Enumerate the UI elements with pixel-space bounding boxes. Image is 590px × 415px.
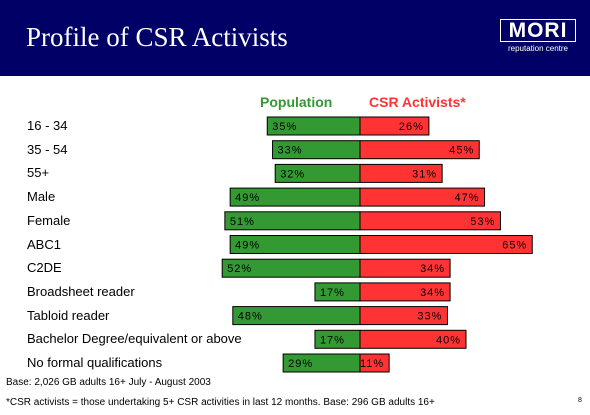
mori-logo: MORI reputation centre: [500, 19, 576, 53]
category-label: Bachelor Degree/equivalent or above: [27, 331, 242, 347]
csr-activists-value-label: 65%: [502, 240, 527, 252]
csr-activists-value-label: 34%: [420, 263, 445, 275]
csr-activists-bar: [359, 258, 451, 278]
csr-activists-value-label: 31%: [412, 168, 437, 180]
page-title: Profile of CSR Activists: [26, 22, 288, 52]
category-label: Tabloid reader: [27, 307, 110, 323]
csr-activists-bar: [359, 116, 430, 136]
category-label: 35 - 54: [27, 141, 68, 157]
footnote-base: Base: 2,026 GB adults 16+ July - August …: [6, 377, 211, 388]
category-label: No formal qualifications: [27, 355, 163, 370]
population-value-label: 49%: [235, 192, 260, 204]
population-value-label: 17%: [320, 334, 345, 346]
population-value-label: 32%: [280, 168, 305, 180]
category-label: ABC1: [27, 236, 61, 252]
csr-activists-bar: [359, 353, 390, 373]
csr-activists-value-label: 33%: [417, 311, 442, 323]
population-value-label: 33%: [278, 145, 303, 157]
csr-activists-bar: [359, 235, 533, 254]
legend-csr-activists: CSR Activists*: [369, 94, 466, 110]
category-label: C2DE: [27, 260, 62, 276]
logo-word: MORI: [500, 19, 576, 42]
csr-activists-bar: [359, 211, 501, 231]
population-value-label: 49%: [235, 240, 260, 252]
population-value-label: 29%: [288, 358, 313, 370]
csr-activists-value-label: 53%: [470, 216, 495, 228]
footnote-csr-definition: *CSR activists = those undertaking 5+ CS…: [6, 397, 435, 408]
csr-activists-bar: [359, 282, 451, 302]
legend-population: Population: [260, 94, 333, 110]
csr-activists-value-label: 40%: [436, 334, 461, 346]
csr-activists-bar: [359, 140, 480, 160]
population-value-label: 35%: [272, 121, 297, 133]
population-value-label: 48%: [238, 311, 263, 323]
csr-activists-bar: [359, 187, 486, 207]
csr-activists-value-label: 47%: [455, 192, 480, 204]
population-value-label: 17%: [320, 287, 345, 299]
csr-activists-value-label: 34%: [420, 287, 445, 299]
csr-activists-bar: [359, 306, 448, 326]
csr-activists-value-label: 45%: [449, 145, 474, 157]
population-value-label: 51%: [230, 216, 255, 228]
csr-activists-bar: [359, 163, 443, 183]
category-label: 55+: [27, 165, 50, 181]
csr-activists-value-label: 26%: [399, 121, 424, 133]
category-label: Male: [27, 189, 56, 205]
csr-activists-bar: [359, 329, 467, 349]
category-label: 16 - 34: [27, 118, 68, 133]
page-number: 8: [578, 397, 582, 404]
csr-activists-value-label: 11%: [360, 358, 384, 370]
header-banner: Profile of CSR Activists MORI reputation…: [0, 0, 590, 76]
population-value-label: 52%: [227, 263, 252, 275]
category-label: Female: [27, 212, 71, 228]
logo-subtitle: reputation centre: [507, 44, 569, 53]
category-label: Broadsheet reader: [27, 283, 135, 299]
